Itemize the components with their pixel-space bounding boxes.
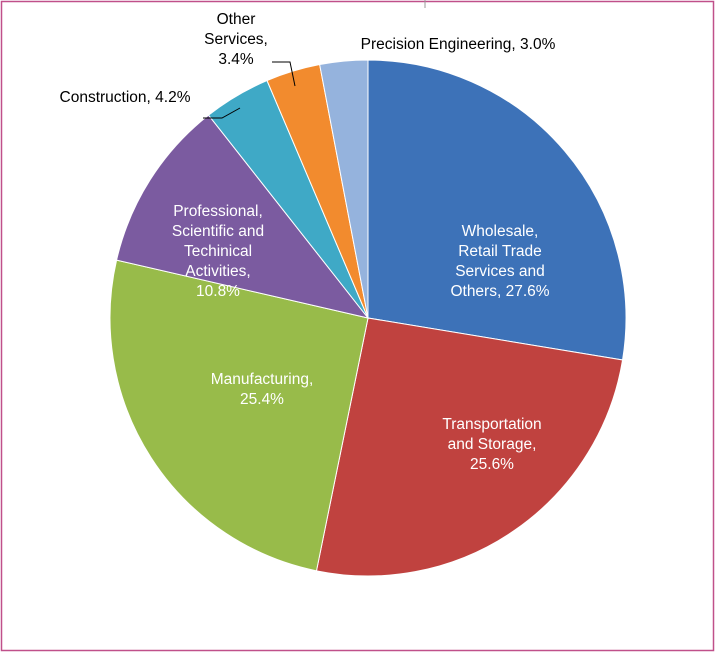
data-label-line: 10.8%	[196, 283, 240, 300]
data-label-line: Services and	[455, 263, 545, 280]
data-label-line: and Storage,	[448, 436, 537, 453]
pie-slice	[115, 114, 370, 319]
pie-slice	[315, 317, 624, 577]
data-label-line: 25.6%	[470, 456, 514, 473]
data-label-line: Transportation	[442, 416, 541, 433]
data-label: Professional, Scientific and Techinical Act…	[172, 203, 264, 300]
data-label-line: Retail Trade	[458, 243, 542, 260]
pie	[109, 59, 627, 577]
pie-slice	[109, 259, 369, 572]
data-label-line: Activities,	[185, 263, 250, 280]
data-label-line: 3.4%	[218, 51, 254, 68]
data-label: Manufacturing, 25.4%	[211, 371, 314, 408]
leader-line	[203, 107, 241, 119]
data-label-line: Techinical	[184, 243, 252, 260]
data-label: Wholesale, Retail Trade Services and Others…	[450, 223, 549, 300]
data-label-line: Precision Engineering, 3.0%	[361, 36, 556, 53]
data-label-line: 25.4%	[240, 391, 284, 408]
data-label-line: Wholesale,	[462, 223, 539, 240]
data-label: Other Services, 3.4%	[204, 11, 268, 68]
pie-slice	[367, 59, 627, 361]
data-label: Construction, 4.2%	[60, 89, 191, 106]
pie-slice	[319, 59, 369, 319]
data-label-line: Construction, 4.2%	[60, 89, 191, 106]
labels: Wholesale, Retail Trade Services and Others…	[60, 11, 556, 473]
data-label-line: Scientific and	[172, 223, 264, 240]
leader-line	[272, 61, 296, 87]
data-label: Transportation and Storage, 25.6%	[442, 416, 541, 473]
data-label-line: Other	[217, 11, 256, 28]
data-label-line: Manufacturing,	[211, 371, 314, 388]
data-label: Precision Engineering, 3.0%	[361, 36, 556, 53]
data-label-line: Others, 27.6%	[450, 283, 549, 300]
data-label-line: Professional,	[173, 203, 263, 220]
data-label-line: Services,	[204, 31, 268, 48]
